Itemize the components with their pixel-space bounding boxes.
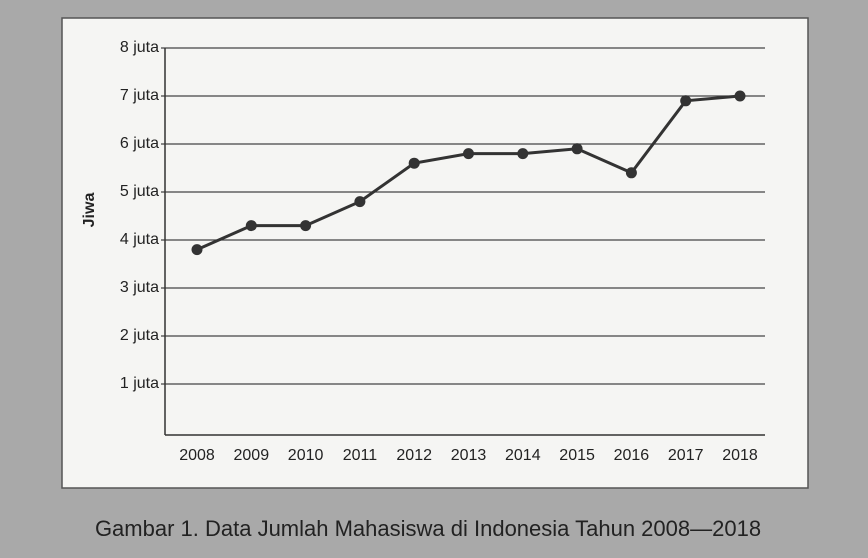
chart-title: Gambar 1. Data Jumlah Mahasiswa di Indon… <box>95 516 761 541</box>
x-tick-label: 2010 <box>288 447 324 464</box>
x-tick-label: 2018 <box>722 447 758 464</box>
x-tick-label: 2009 <box>234 447 270 464</box>
data-point <box>408 157 420 169</box>
data-point <box>625 167 637 179</box>
panel <box>61 17 809 489</box>
x-tick-label: 2015 <box>559 447 595 464</box>
x-tick-label: 2008 <box>179 447 215 464</box>
data-point <box>354 196 366 208</box>
data-point <box>734 90 746 102</box>
y-tick-label: 1 juta <box>120 375 159 392</box>
data-point <box>245 220 257 232</box>
x-tick-label: 2012 <box>396 447 432 464</box>
x-tick-label: 2016 <box>614 447 650 464</box>
data-point <box>463 148 474 160</box>
y-tick-label: 5 juta <box>120 183 159 200</box>
data-point <box>680 95 692 107</box>
x-tick-label: 2014 <box>505 447 541 464</box>
x-tick-label: 2017 <box>668 447 704 464</box>
y-tick-label: 3 juta <box>120 279 159 296</box>
data-point <box>300 220 312 232</box>
y-tick-label: 4 juta <box>120 231 159 248</box>
x-tick-label: 2011 <box>343 447 378 464</box>
data-point <box>571 143 583 155</box>
y-tick-label: 6 juta <box>120 135 159 152</box>
y-tick-label: 8 juta <box>120 39 159 56</box>
y-tick-label: 7 juta <box>120 87 159 104</box>
data-point <box>191 244 203 256</box>
x-tick-label: 2013 <box>451 447 487 464</box>
y-axis-label: Jiwa <box>81 193 98 228</box>
y-tick-label: 2 juta <box>120 327 159 344</box>
data-point <box>517 148 529 160</box>
